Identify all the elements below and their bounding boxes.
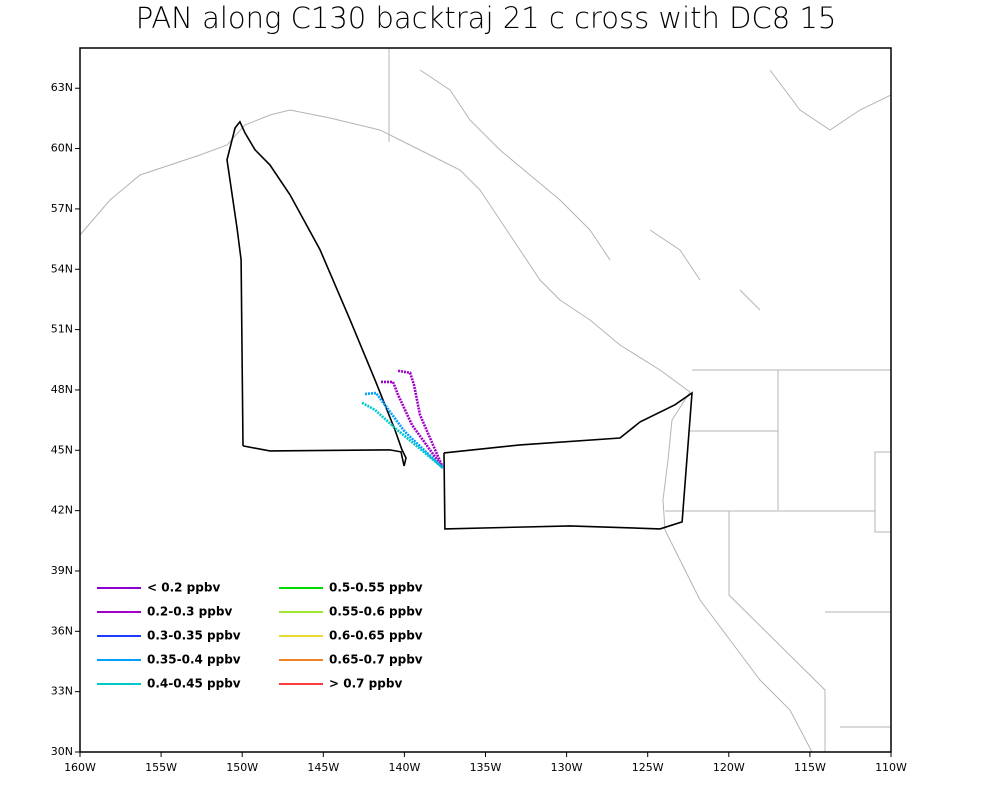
x-tick-label: 115W	[794, 761, 826, 774]
y-tick-label: 51N	[51, 323, 73, 336]
x-tick-label: 110W	[875, 761, 907, 774]
legend-label: > 0.7 ppbv	[329, 677, 402, 691]
legend-label: 0.55-0.6 ppbv	[329, 605, 423, 619]
x-tick-label: 155W	[145, 761, 177, 774]
trajectory	[364, 391, 444, 469]
trajectory	[361, 401, 444, 469]
legend-label: 0.3-0.35 ppbv	[147, 629, 241, 643]
y-tick-label: 54N	[51, 262, 73, 275]
legend-label: 0.6-0.65 ppbv	[329, 629, 423, 643]
x-tick-label: 125W	[632, 761, 664, 774]
y-tick-label: 57N	[51, 202, 73, 215]
flight-track	[226, 120, 693, 530]
x-tick-label: 130W	[551, 761, 583, 774]
chart-title: PAN along C130 backtraj 21 c cross with …	[136, 1, 837, 35]
y-tick-label: 30N	[51, 745, 73, 758]
x-tick-label: 135W	[470, 761, 502, 774]
legend-label: 0.4-0.45 ppbv	[147, 677, 241, 691]
y-tick-label: 63N	[51, 81, 73, 94]
legend-label: 0.65-0.7 ppbv	[329, 653, 423, 667]
y-tick-label: 33N	[51, 685, 73, 698]
x-tick-label: 150W	[226, 761, 258, 774]
legend-label: 0.5-0.55 ppbv	[329, 581, 423, 595]
y-tick-label: 48N	[51, 383, 73, 396]
y-tick-label: 39N	[51, 564, 73, 577]
x-tick-label: 120W	[713, 761, 745, 774]
y-tick-label: 42N	[51, 504, 73, 517]
trajectory	[381, 380, 445, 469]
y-tick-label: 60N	[51, 142, 73, 155]
legend-label: < 0.2 ppbv	[147, 581, 220, 595]
y-tick-label: 36N	[51, 624, 73, 637]
plot-area	[226, 120, 693, 530]
x-tick-label: 160W	[64, 761, 96, 774]
trajectory	[397, 369, 445, 469]
coastline	[419, 69, 892, 311]
x-tick-label: 145W	[307, 761, 339, 774]
legend-label: 0.35-0.4 ppbv	[147, 653, 241, 667]
y-tick-label: 45N	[51, 443, 73, 456]
legend-label: 0.2-0.3 ppbv	[147, 605, 232, 619]
x-tick-label: 140W	[388, 761, 420, 774]
